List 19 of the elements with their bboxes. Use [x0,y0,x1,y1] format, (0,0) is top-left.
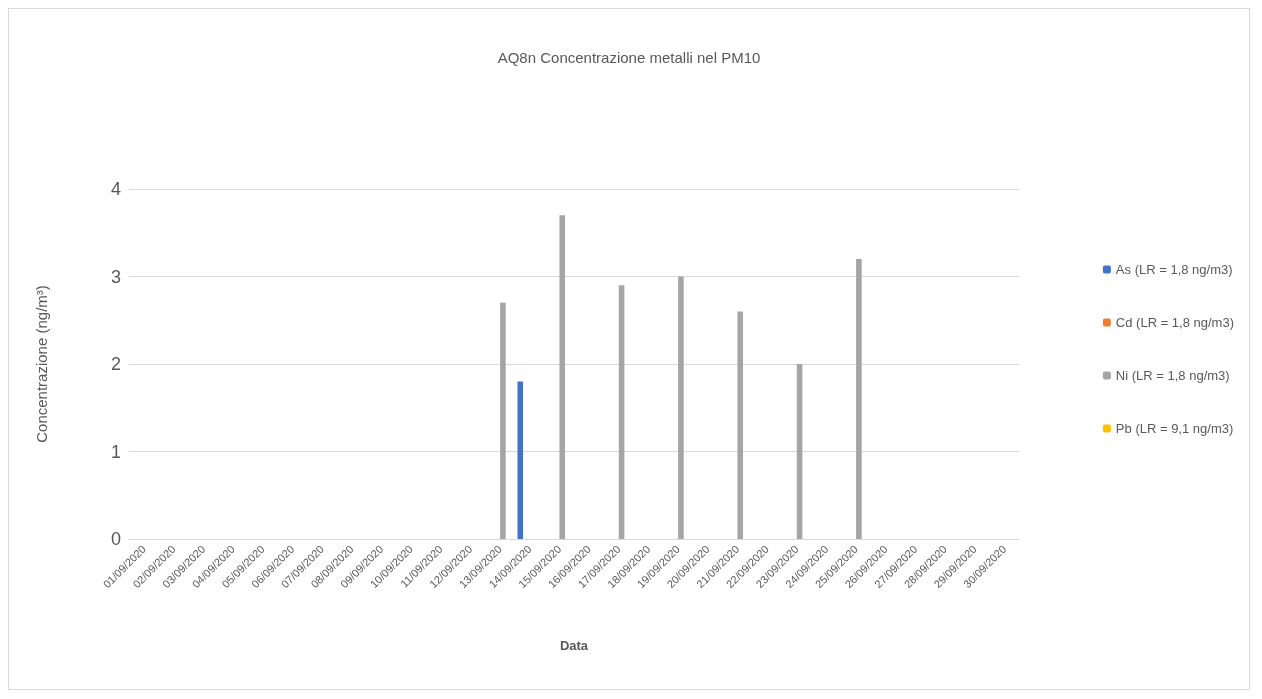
bar [856,259,862,539]
y-axis-title: Concentrazione (ng/m³) [33,285,50,443]
bar [678,276,684,539]
bar [737,311,744,539]
legend-label: Ni (LR = 1,8 ng/m3) [1115,368,1230,383]
chart-title: AQ8n Concentrazione metalli nel PM10 [497,49,761,66]
y-tick-label: 0 [110,529,121,549]
bar [559,215,566,539]
legend-label: Cd (LR = 1,8 ng/m3) [1115,315,1234,330]
y-tick-label: 2 [110,354,121,374]
y-tick-label: 3 [110,266,121,287]
y-tick-label: 1 [110,441,121,462]
bar [500,302,506,539]
bar [618,285,625,539]
legend-label: As (LR = 1,8 ng/m3) [1115,262,1233,277]
bar [517,381,524,539]
y-tick-label: 4 [110,179,121,199]
x-axis-title: Data [559,638,589,653]
legend-label: Pb (LR = 9,1 ng/m3) [1115,421,1234,436]
